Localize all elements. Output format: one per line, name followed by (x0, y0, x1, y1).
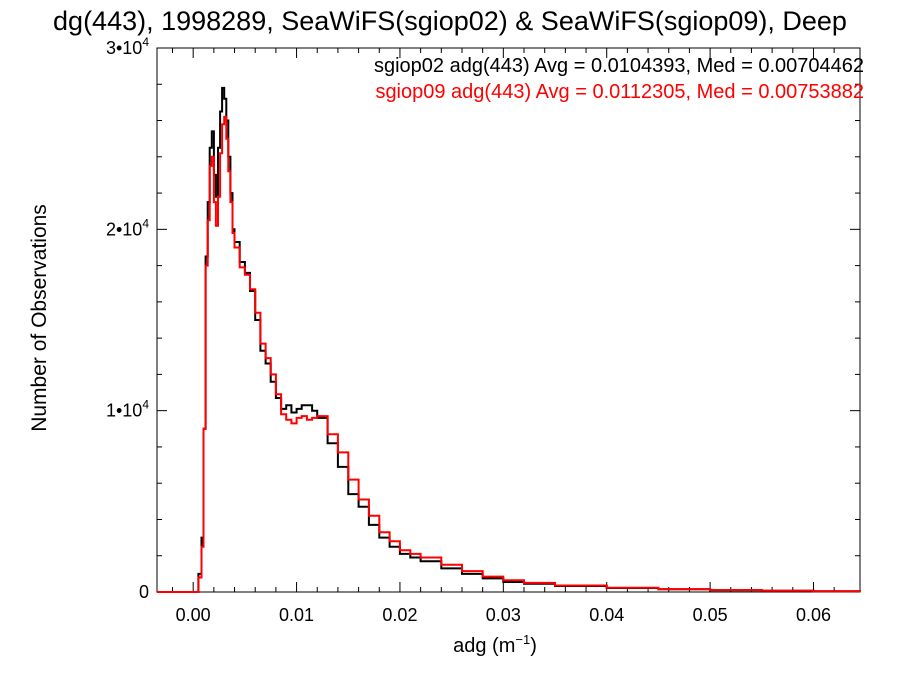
axis-labels: dg(443), 1998289, SeaWiFS(sgiop02) & Sea… (28, 6, 847, 657)
y-tick-label: 2•104 (106, 216, 149, 239)
plot-frame (156, 47, 861, 593)
x-tick-label: 0.04 (589, 605, 624, 625)
legend-entry: sgiop02 adg(443) Avg = 0.0104393, Med = … (374, 55, 864, 77)
series-layer (157, 86, 861, 593)
legend: sgiop02 adg(443) Avg = 0.0104393, Med = … (374, 55, 864, 103)
axis-ticks: 0.00 0.01 0.02 0.03 0.04 0.05 0.06 0 1•104 2•104 3… (106, 35, 860, 625)
series-line-sgiop09 (157, 115, 861, 593)
x-tick-label: 0.06 (796, 605, 831, 625)
x-tick-label: 0.00 (176, 605, 211, 625)
x-tick-label: 0.05 (693, 605, 728, 625)
y-tick-label: 1•104 (106, 398, 149, 421)
y-axis-label: Number of Observations (28, 204, 51, 432)
x-tick-label: 0.02 (382, 605, 417, 625)
y-tick-label: 0 (139, 582, 149, 602)
x-tick-label: 0.01 (279, 605, 314, 625)
x-axis-label: adg (m−1) (453, 632, 537, 657)
series-line-sgiop02 (157, 86, 861, 593)
y-tick-label: 3•104 (106, 35, 149, 58)
chart-title: dg(443), 1998289, SeaWiFS(sgiop02) & Sea… (53, 6, 847, 36)
plot-border (156, 47, 861, 593)
x-tick-label: 0.03 (486, 605, 521, 625)
legend-entry: sgiop09 adg(443) Avg = 0.0112305, Med = … (375, 81, 864, 103)
